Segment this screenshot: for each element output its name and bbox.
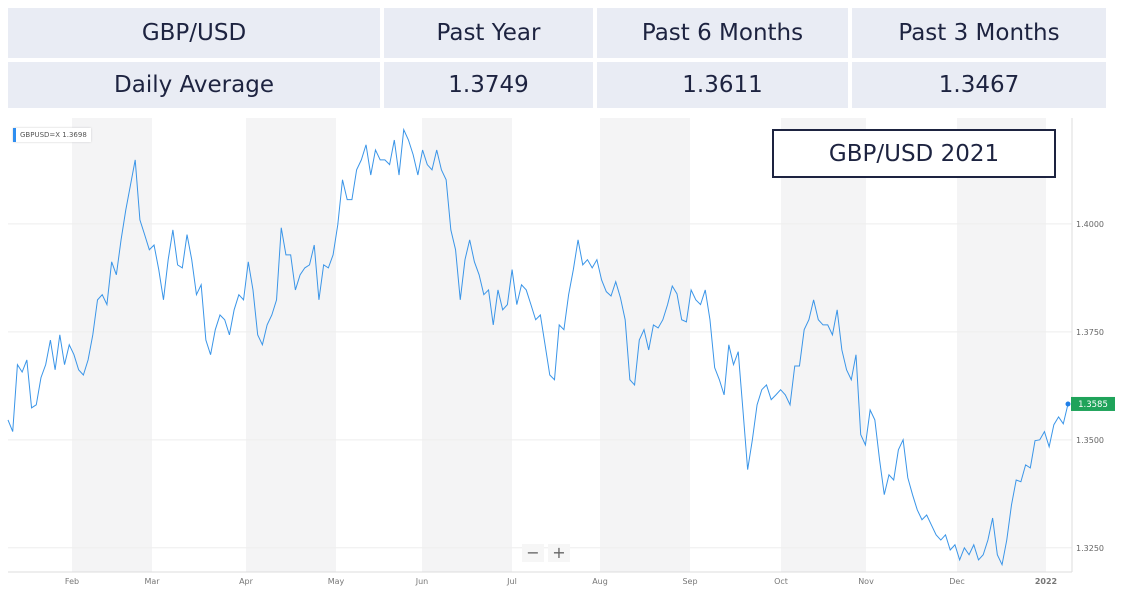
x-tick-label: Nov: [858, 577, 874, 586]
header-past-6-months: Past 6 Months: [597, 8, 848, 58]
last-value-label: 1.3585: [1078, 400, 1108, 410]
y-tick-label: 1.3250: [1076, 544, 1104, 553]
chart-title: GBP/USD 2021: [772, 129, 1056, 178]
value-past-year: 1.3749: [384, 62, 593, 108]
x-tick-label: Jul: [506, 577, 517, 586]
value-past-3-months: 1.3467: [852, 62, 1106, 108]
last-value-badge: [1071, 396, 1115, 411]
month-band: [957, 118, 1046, 572]
series-line: [7, 127, 1069, 567]
x-tick-label: Feb: [65, 577, 79, 586]
month-band: [600, 118, 690, 572]
y-tick-label: 1.3500: [1076, 436, 1104, 445]
header-pair: GBP/USD: [8, 8, 380, 58]
x-tick-label: 2022: [1035, 577, 1057, 586]
x-tick-label: Oct: [774, 577, 788, 586]
x-tick-label: Sep: [682, 577, 697, 586]
header-past-3-months: Past 3 Months: [852, 8, 1106, 58]
zoom-out-button[interactable]: −: [522, 544, 544, 562]
month-band: [246, 118, 336, 572]
x-tick-label: Aug: [592, 577, 608, 586]
month-band: [72, 118, 152, 572]
month-band: [781, 118, 866, 572]
month-band: [422, 118, 512, 572]
value-past-6-months: 1.3611: [597, 62, 848, 108]
line-chart[interactable]: 1.4000 1.3750 1.3500 1.3250 Feb Mar Apr May Jun J…: [0, 114, 1121, 606]
ticker-label: GBPUSD=X 1.3698: [13, 128, 91, 142]
row-label: Daily Average: [8, 62, 380, 108]
header-past-year: Past Year: [384, 8, 593, 58]
x-tick-label: Apr: [239, 577, 254, 586]
x-tick-label: Dec: [949, 577, 964, 586]
x-tick-label: May: [328, 577, 345, 586]
x-tick-label: Mar: [144, 577, 160, 586]
y-tick-label: 1.4000: [1076, 220, 1104, 229]
last-point: [1065, 401, 1071, 407]
x-tick-label: Jun: [415, 577, 429, 586]
zoom-in-button[interactable]: +: [548, 544, 570, 562]
y-tick-label: 1.3750: [1076, 328, 1104, 337]
